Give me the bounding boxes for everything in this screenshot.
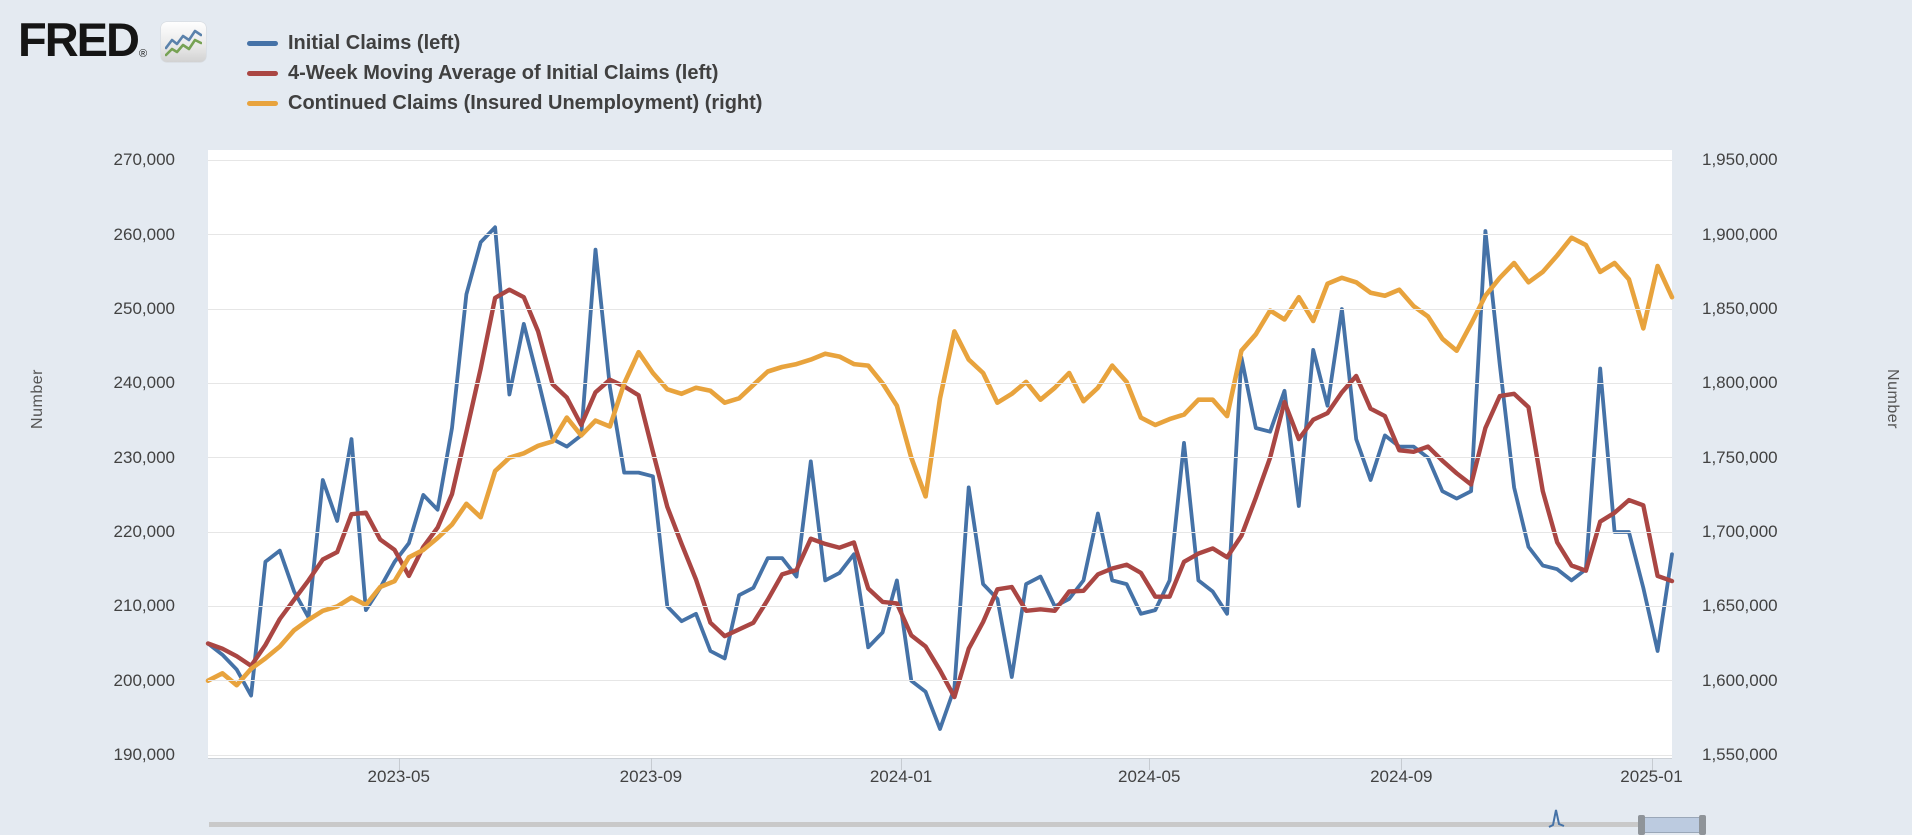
x-axis-tick-label: 2024-05 <box>1118 767 1181 786</box>
left-axis-tick-label: 190,000 <box>113 745 175 765</box>
left-axis-tick-label: 250,000 <box>113 299 175 319</box>
right-axis-tick-label: 1,550,000 <box>1702 745 1778 765</box>
left-axis-title: Number <box>29 369 46 429</box>
navigator-track[interactable] <box>209 822 1697 827</box>
fred-sparkline-icon <box>161 22 207 62</box>
right-axis-tick-label: 1,800,000 <box>1702 373 1778 393</box>
x-axis-tick-label: 2023-09 <box>619 767 683 786</box>
legend-label: Continued Claims (Insured Unemployment) … <box>288 91 763 114</box>
x-axis-tick-mark <box>650 758 652 770</box>
x-axis-tick-mark <box>901 758 903 770</box>
right-axis-tick-label: 1,650,000 <box>1702 596 1778 616</box>
left-axis-tick-label: 240,000 <box>113 373 175 393</box>
gridline <box>208 383 1672 384</box>
plot-area[interactable] <box>205 150 1675 759</box>
gridline <box>208 532 1672 533</box>
fred-logo[interactable]: FRED ® <box>18 13 207 66</box>
gridline <box>208 234 1672 235</box>
legend-label: Initial Claims (left) <box>288 31 461 54</box>
navigator-left-handle[interactable] <box>1638 815 1645 835</box>
legend-dash-icon <box>247 70 278 76</box>
series-line-3 <box>205 235 1675 688</box>
navigator-selected-range[interactable] <box>1642 817 1702 833</box>
left-axis-tick-label: 260,000 <box>113 224 175 244</box>
right-axis-tick-label: 1,600,000 <box>1702 670 1778 690</box>
gridline <box>208 606 1672 607</box>
series-line-2 <box>205 287 1675 700</box>
right-axis-tick-label: 1,750,000 <box>1702 447 1778 467</box>
gridline <box>208 457 1672 458</box>
right-axis-tick-label: 1,700,000 <box>1702 522 1778 542</box>
gridline <box>208 309 1672 310</box>
legend-dash-icon <box>247 100 278 106</box>
x-axis-tick-label: 2024-01 <box>869 767 933 786</box>
x-axis-tick-label: 2023-05 <box>367 767 430 786</box>
x-axis-tick-label: 2024-09 <box>1370 767 1433 786</box>
chart-legend: Initial Claims (left) 4-Week Moving Avera… <box>247 28 762 118</box>
series-lines <box>205 225 1675 731</box>
left-axis-tick-label: 200,000 <box>113 670 175 690</box>
legend-item-3[interactable]: Continued Claims (Insured Unemployment) … <box>247 88 762 118</box>
series-line-1 <box>206 225 1674 731</box>
left-axis-tick-label: 220,000 <box>113 522 175 542</box>
navigator-mini-series <box>1548 808 1566 833</box>
x-axis-tick-mark <box>1401 758 1403 770</box>
right-axis-tick-label: 1,950,000 <box>1702 150 1778 170</box>
gridline <box>208 680 1672 681</box>
fred-wordmark: FRED <box>18 13 140 66</box>
left-axis-tick-label: 210,000 <box>113 596 175 616</box>
gridline <box>208 160 1672 161</box>
right-axis-title: Number <box>1884 369 1901 429</box>
registered-mark: ® <box>138 48 148 60</box>
x-axis-tick-label: 2025-01 <box>1620 767 1683 786</box>
right-axis-tick-label: 1,850,000 <box>1702 299 1778 319</box>
legend-item-1[interactable]: Initial Claims (left) <box>247 28 762 58</box>
legend-dash-icon <box>247 40 278 46</box>
left-axis-tick-label: 230,000 <box>113 447 175 467</box>
x-axis-tick-mark <box>398 758 400 770</box>
x-axis-tick-mark <box>1651 758 1653 770</box>
legend-item-2[interactable]: 4-Week Moving Average of Initial Claims … <box>247 58 762 88</box>
navigator-right-handle[interactable] <box>1699 815 1706 835</box>
right-axis-tick-label: 1,900,000 <box>1702 224 1778 244</box>
legend-label: 4-Week Moving Average of Initial Claims … <box>288 61 719 84</box>
gridline <box>208 755 1672 756</box>
x-axis-tick-mark <box>1149 758 1151 770</box>
left-axis-tick-label: 270,000 <box>113 150 175 170</box>
